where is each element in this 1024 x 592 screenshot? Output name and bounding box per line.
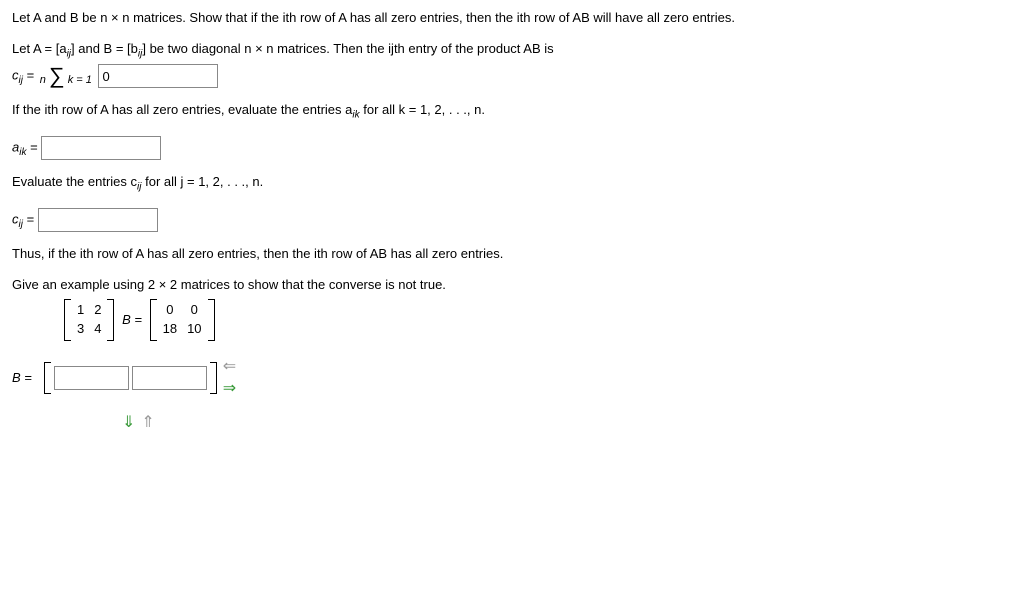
matrix-input-b <box>44 362 218 394</box>
p3-1: Evaluate the entries c <box>12 174 137 189</box>
remove-col-icon[interactable]: ⇐ <box>223 359 236 375</box>
sigma-symbol: ∑ <box>49 63 65 88</box>
input-cij[interactable] <box>38 208 158 232</box>
b-answer-label: B = <box>12 370 32 385</box>
r22: 10 <box>182 320 206 339</box>
p3-2: for all j = 1, 2, . . ., n. <box>141 174 263 189</box>
row-arrows: ⇓ ⇑ <box>122 415 155 431</box>
r11: 0 <box>158 301 182 320</box>
setup-3: ] be two diagonal n × n matrices. Then t… <box>142 41 553 56</box>
setup-line: Let A = [aij] and B = [bij] be two diago… <box>12 41 1012 61</box>
conclusion-text: Thus, if the ith row of A has all zero e… <box>12 246 503 261</box>
b-answer-row: B = ⇐ ⇒ <box>12 359 1012 397</box>
cij-formula: cij = n ∑ k = 1 <box>12 64 1012 88</box>
a-sub-lbl: ik <box>19 147 26 158</box>
text-problem: Let A and B be n × n matrices. Show that… <box>12 10 735 25</box>
matrix-a: 12 34 <box>64 299 114 341</box>
example-text: Give an example using 2 × 2 matrices to … <box>12 277 446 292</box>
example-equation: 12 34 B = 00 1810 <box>64 299 1012 341</box>
matrix-rhs: 00 1810 <box>150 299 215 341</box>
prompt-cij: Evaluate the entries cij for all j = 1, … <box>12 174 1012 194</box>
eq2: = <box>30 140 41 155</box>
setup-2: ] and B = [b <box>71 41 138 56</box>
a22: 4 <box>89 320 106 339</box>
problem-statement: Let A and B be n × n matrices. Show that… <box>12 10 1012 27</box>
sigma-top: n <box>40 74 46 86</box>
sigma-bottom: k = 1 <box>68 74 92 86</box>
input-aik[interactable] <box>41 136 161 160</box>
p2-2: for all k = 1, 2, . . ., n. <box>360 102 485 117</box>
a11: 1 <box>72 301 89 320</box>
aik-formula: aik = <box>12 136 1012 160</box>
c-sub2: ij <box>19 219 23 230</box>
input-b12[interactable] <box>132 366 207 390</box>
c-sub: ij <box>19 76 23 87</box>
add-col-icon[interactable]: ⇒ <box>223 381 236 397</box>
prompt-aik: If the ith row of A has all zero entries… <box>12 102 1012 122</box>
setup-1: Let A = [a <box>12 41 67 56</box>
cij-value-formula: cij = <box>12 208 1012 232</box>
p2-sub: ik <box>352 110 359 121</box>
row-arrows-container: ⇓ ⇑ <box>122 411 1012 432</box>
sigma-icon: n ∑ k = 1 <box>40 67 92 86</box>
conclusion: Thus, if the ith row of A has all zero e… <box>12 246 1012 263</box>
input-b11[interactable] <box>54 366 129 390</box>
r12: 0 <box>182 301 206 320</box>
eq1: = <box>27 68 38 83</box>
input-cij-sum[interactable] <box>98 64 218 88</box>
a12: 2 <box>89 301 106 320</box>
remove-row-icon[interactable]: ⇑ <box>141 415 154 431</box>
a21: 3 <box>72 320 89 339</box>
col-arrows: ⇐ ⇒ <box>223 359 236 397</box>
example-prompt: Give an example using 2 × 2 matrices to … <box>12 277 1012 294</box>
eq3: = <box>27 211 38 226</box>
p2-1: If the ith row of A has all zero entries… <box>12 102 352 117</box>
r21: 18 <box>158 320 182 339</box>
add-row-icon[interactable]: ⇓ <box>122 415 135 431</box>
b-eq-label: B = <box>122 312 142 327</box>
